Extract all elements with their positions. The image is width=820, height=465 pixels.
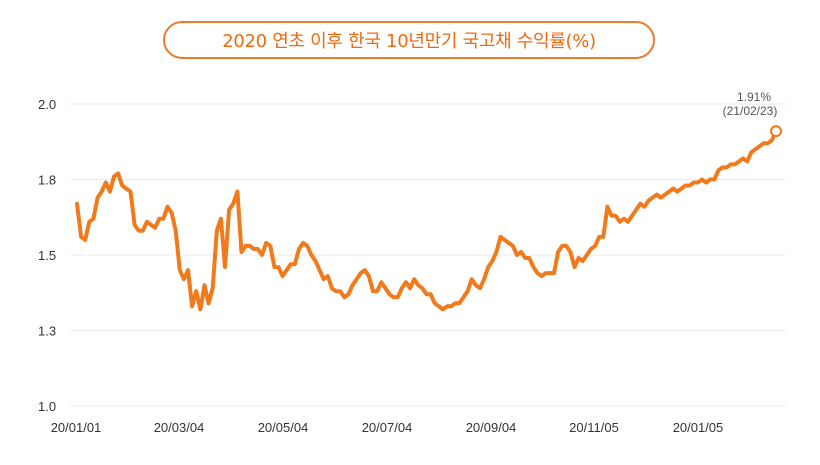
annotation-date-label: (21/02/23) bbox=[723, 104, 778, 118]
y-tick-label: 1.0 bbox=[38, 399, 56, 414]
chart-title: 2020 연초 이후 한국 10년만기 국고채 수익률(%) bbox=[163, 21, 655, 59]
x-tick-label: 20/01/01 bbox=[51, 420, 102, 435]
y-tick-label: 2.0 bbox=[38, 97, 56, 112]
y-tick-label: 1.8 bbox=[38, 173, 56, 188]
y-tick-label: 1.3 bbox=[38, 324, 56, 339]
y-tick-labels: 1.0 1.3 1.5 1.8 2.0 bbox=[38, 97, 56, 414]
x-tick-label: 20/01/05 bbox=[673, 420, 724, 435]
x-tick-label: 20/11/05 bbox=[569, 420, 619, 435]
y-tick-label: 1.5 bbox=[38, 248, 56, 263]
x-tick-label: 20/03/04 bbox=[154, 420, 205, 435]
x-tick-label: 20/05/04 bbox=[258, 420, 309, 435]
x-tick-label: 20/09/04 bbox=[466, 420, 517, 435]
x-tick-label: 20/07/04 bbox=[362, 420, 413, 435]
annotation-value-label: 1.91% bbox=[737, 90, 771, 104]
x-tick-labels: 20/01/01 20/03/04 20/05/04 20/07/04 20/09/04… bbox=[51, 420, 724, 435]
yield-series-line bbox=[75, 129, 778, 312]
last-point-marker bbox=[770, 125, 782, 138]
grid-lines bbox=[70, 103, 786, 407]
